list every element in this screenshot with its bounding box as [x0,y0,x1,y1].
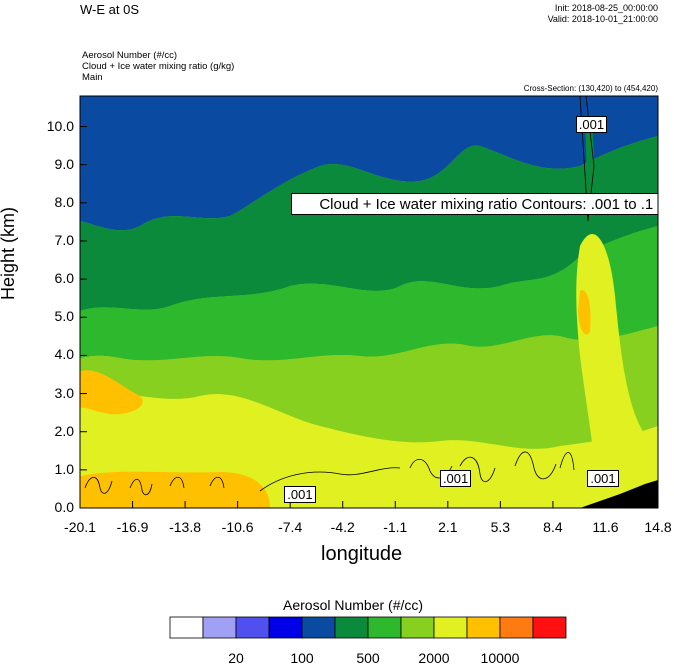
y-tick-label: 1.0 [54,460,74,477]
y-tick-label: 6.0 [54,270,74,287]
x-tick-label: 11.6 [592,519,619,535]
colorbar-label: 500 [356,650,380,666]
contour-label: .001 [284,485,316,503]
y-tick-label: 7.0 [54,231,74,248]
valid-time: Valid: 2018-10-01_21:00:00 [547,14,658,24]
y-tick-label: 10.0 [46,117,74,134]
colorbar-swatch [499,616,534,639]
x-tick-label: -20.1 [64,519,96,535]
colorbar-swatch [334,616,369,639]
x-tick-label: -1.1 [383,519,408,535]
colorbar-label: 100 [290,650,314,666]
colorbar-swatch [235,616,270,639]
contour-label: .001 [575,115,608,133]
colorbar-label: 2000 [418,650,450,666]
y-axis-label: Height (km) [0,206,18,300]
y-tick-label: 8.0 [54,193,74,210]
x-axis-label: longitude [321,543,403,565]
x-tick-label: -16.9 [116,519,149,535]
x-tick-label: -7.4 [278,519,303,535]
init-time: Init: 2018-08-25_00:00:00 [554,3,658,13]
colorbar-swatch [202,616,237,639]
colorbar-swatch [301,616,336,639]
colorbar-swatch [433,616,468,639]
colorbar-label: 10000 [480,650,520,666]
y-tick-label: 3.0 [54,384,74,401]
heatmap-field [80,96,658,508]
x-tick-label: -4.2 [330,519,355,535]
colorbar-swatch [169,616,204,639]
field-main: Main [82,72,103,83]
field-aerosol: Aerosol Number (#/cc) [82,50,178,61]
x-tick-label: 5.3 [490,519,511,535]
x-tick-label: 8.4 [543,519,563,535]
x-tick-label: 14.8 [644,519,672,535]
plot-area: Cloud + Ice water mixing ratio Contours:… [80,96,658,508]
colorbar-swatch [400,616,435,639]
cross-section-label: Cross-Section: (130,420) to (454,420) [523,84,658,93]
x-tick-label: -13.8 [169,519,202,535]
colorbar-swatch [268,616,303,639]
colorbar-title: Aerosol Number (#/cc) [283,597,424,613]
chart-title: W-E at 0S [80,2,140,17]
colorbar-label: 20 [228,650,244,666]
colorbar-swatch [532,616,567,639]
y-tick-label: 4.0 [54,346,74,363]
x-tick-label: -10.6 [221,519,254,535]
y-tick-label: 9.0 [54,155,74,172]
contour-annotation: Cloud + Ice water mixing ratio Contours:… [291,193,658,215]
x-tick-label: 2.1 [438,519,458,535]
colorbar-swatch [367,616,402,639]
field-cloud-ice: Cloud + Ice water mixing ratio (g/kg) [82,61,235,72]
y-tick-label: 2.0 [54,422,74,439]
y-tick-label: 5.0 [54,308,74,325]
colorbar-swatch [466,616,501,639]
contour-label: .001 [439,470,472,488]
y-tick-label: 0.0 [54,499,74,515]
contour-label: .001 [587,470,619,488]
